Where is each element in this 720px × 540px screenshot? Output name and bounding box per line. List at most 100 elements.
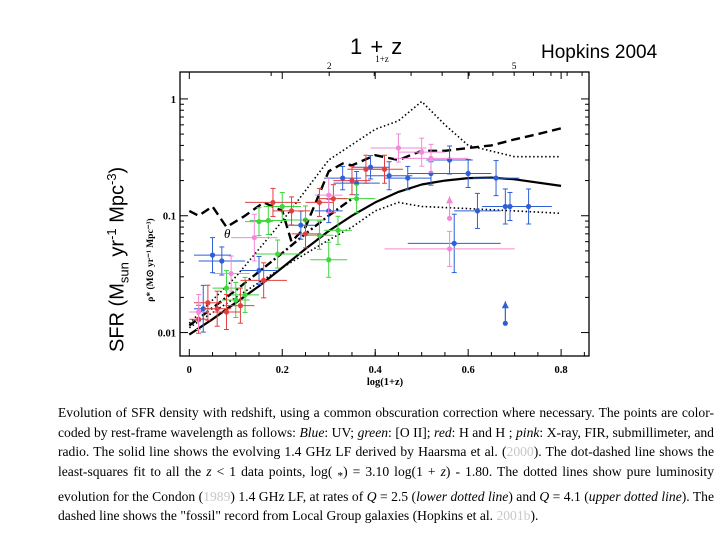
data-point: [291, 219, 320, 249]
caption-q: Q: [366, 488, 377, 504]
data-point: [305, 220, 334, 250]
data-point: [393, 143, 469, 173]
plot-frame: [179, 71, 590, 357]
citation-link[interactable]: 1989: [203, 488, 231, 504]
data-point: [240, 255, 278, 285]
data-marker: [242, 292, 248, 298]
top-tick-label: 2: [327, 62, 332, 72]
data-point: [384, 230, 515, 267]
data-marker: [395, 145, 402, 151]
arrow-head: [501, 301, 509, 309]
data-marker: [340, 175, 346, 181]
caption-text: = 4.1 (: [549, 488, 589, 504]
data-marker: [288, 208, 295, 214]
data-marker: [326, 257, 332, 263]
data-point: [384, 165, 431, 191]
x-tick-label: 0.2: [276, 365, 289, 376]
data-marker: [270, 199, 276, 206]
data-marker: [493, 175, 499, 181]
caption-z: z: [206, 463, 212, 479]
data-marker: [275, 251, 281, 257]
data-point: [310, 241, 348, 278]
data-marker: [219, 258, 225, 264]
data-marker: [367, 164, 374, 170]
top-axis-title: 1 + z: [350, 34, 404, 59]
caption-pink: pink: [516, 424, 540, 440]
data-marker: [237, 303, 244, 309]
citation-link[interactable]: 2000: [506, 444, 534, 459]
caption-text: ) 1.4 GHz LF, at rates of: [230, 488, 367, 504]
data-marker: [446, 246, 453, 252]
data-marker: [251, 234, 257, 241]
caption-text: ) - 1.80. The dotted lines show pure lum…: [58, 463, 715, 504]
y-axis-inner-label: ρ* (M⊙ yr⁻¹ Mpc⁻³): [145, 218, 156, 301]
data-marker: [298, 222, 304, 228]
data-marker: [279, 203, 285, 210]
caption-green: green: [357, 424, 389, 440]
author-label: Hopkins 2004: [541, 42, 658, 63]
data-marker: [233, 297, 239, 303]
data-point: [254, 239, 301, 269]
data-marker: [265, 217, 271, 224]
x-tick-label: 0: [187, 365, 192, 376]
data-point: [198, 246, 246, 276]
data-point: [240, 262, 287, 299]
caption-text: : UV;: [324, 424, 358, 440]
data-marker: [419, 149, 425, 155]
data-marker: [228, 270, 234, 277]
data-point: [505, 188, 552, 225]
theta-annotation: θ: [224, 226, 231, 241]
caption-red: red: [434, 424, 452, 440]
data-marker: [326, 192, 332, 198]
y-tick-label: 1: [171, 95, 176, 106]
data-marker: [381, 166, 388, 172]
caption-rho-sub: *: [337, 470, 344, 483]
caption-z: z: [440, 463, 446, 479]
data-point: [365, 154, 404, 184]
data-point: [446, 196, 454, 221]
data-point: [398, 137, 445, 167]
data-point: [263, 191, 301, 222]
figure-caption: Evolution of SFR density with redshift, …: [58, 403, 714, 526]
caption-upper: upper dotted line: [588, 488, 682, 504]
x-tick-label: 0.6: [462, 365, 475, 376]
data-point: [226, 287, 255, 324]
x-tick-label: 0.4: [369, 365, 383, 376]
data-marker: [205, 300, 211, 306]
data-marker: [316, 199, 323, 206]
data-marker: [195, 309, 202, 315]
data-marker: [256, 267, 262, 274]
data-marker: [349, 177, 355, 184]
data-marker: [502, 320, 508, 326]
data-marker: [354, 196, 360, 202]
caption-lower: lower dotted line: [416, 488, 509, 504]
data-point: [370, 133, 427, 163]
top-axis-label: 1+z: [375, 54, 389, 64]
arrow-head: [446, 196, 454, 204]
caption-text: : H and H ;: [451, 424, 516, 440]
data-marker: [330, 196, 336, 202]
data-marker: [223, 309, 230, 315]
citation-link[interactable]: 2001b: [496, 508, 531, 524]
caption-blue: Blue: [299, 424, 325, 440]
x-axis-label: log(1+z): [367, 377, 404, 388]
data-point: [333, 166, 371, 196]
axis-ticks: [180, 72, 589, 356]
data-point: [272, 196, 311, 226]
y-tick-label: 0.1: [163, 212, 176, 223]
data-point: [472, 160, 520, 197]
data-marker: [446, 215, 453, 221]
data-marker: [525, 203, 532, 210]
caption-text: : X-ray, FIR, submillimeter, and radio. …: [58, 424, 714, 460]
data-marker: [451, 240, 457, 246]
data-marker: [256, 219, 262, 225]
caption-text: < 1 data points, log(: [211, 463, 333, 479]
data-marker: [474, 208, 481, 214]
caption-q: Q: [539, 488, 550, 504]
caption-text: ) = 3.10 log(1 +: [343, 463, 441, 479]
top-tick-label: 5: [512, 62, 517, 72]
data-point: [189, 293, 208, 331]
x-tick-label: 0.8: [555, 365, 568, 376]
data-point: [324, 215, 352, 245]
data-marker: [200, 306, 206, 312]
